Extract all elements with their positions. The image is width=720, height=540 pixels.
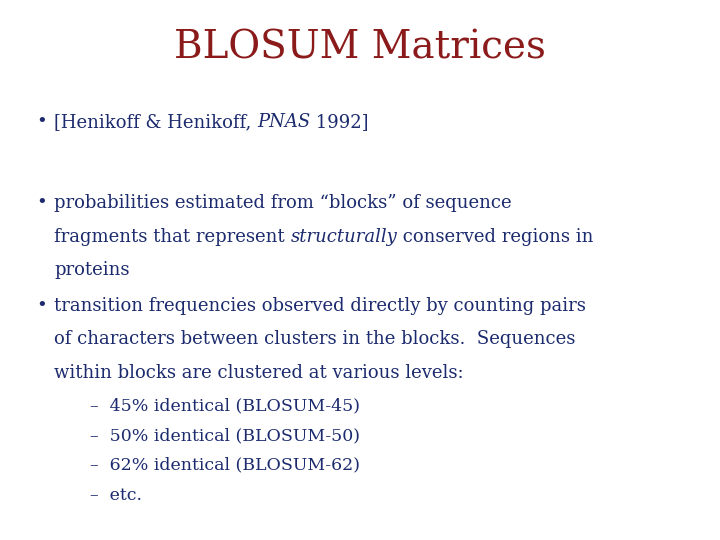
Text: [Henikoff & Henikoff,: [Henikoff & Henikoff,: [54, 113, 257, 131]
Text: of characters between clusters in the blocks.  Sequences: of characters between clusters in the bl…: [54, 330, 575, 348]
Text: –  etc.: – etc.: [90, 487, 142, 503]
Text: proteins: proteins: [54, 261, 130, 279]
Text: BLOSUM Matrices: BLOSUM Matrices: [174, 30, 546, 67]
Text: within blocks are clustered at various levels:: within blocks are clustered at various l…: [54, 364, 464, 382]
Text: •: •: [37, 113, 47, 131]
Text: conserved regions in: conserved regions in: [397, 228, 593, 246]
Text: –  45% identical (BLOSUM-45): – 45% identical (BLOSUM-45): [90, 397, 360, 414]
Text: structurally: structurally: [290, 228, 397, 246]
Text: 1992]: 1992]: [310, 113, 369, 131]
Text: probabilities estimated from “blocks” of sequence: probabilities estimated from “blocks” of…: [54, 194, 512, 212]
Text: •: •: [37, 297, 47, 315]
Text: –  50% identical (BLOSUM-50): – 50% identical (BLOSUM-50): [90, 427, 360, 444]
Text: PNAS: PNAS: [257, 113, 310, 131]
Text: –  62% identical (BLOSUM-62): – 62% identical (BLOSUM-62): [90, 457, 360, 474]
Text: •: •: [37, 194, 47, 212]
Text: fragments that represent: fragments that represent: [54, 228, 290, 246]
Text: transition frequencies observed directly by counting pairs: transition frequencies observed directly…: [54, 297, 586, 315]
